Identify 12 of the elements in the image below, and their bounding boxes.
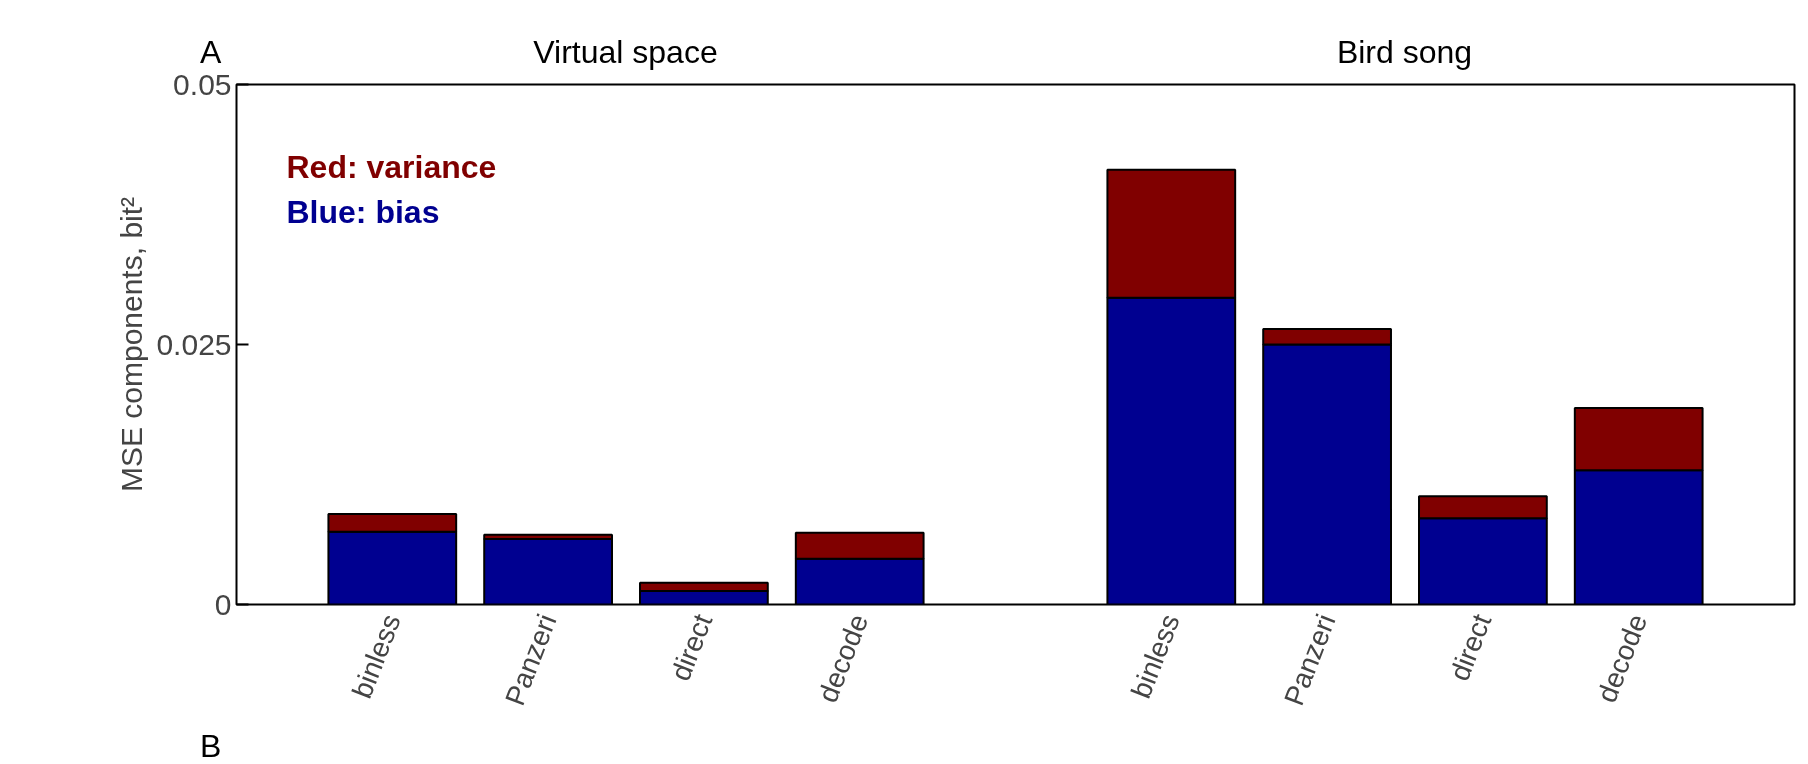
x-tick-label: decode [1590,609,1654,707]
y-axis-title: MSE components, bit² [115,196,149,493]
y-tick-label: 0.025 [156,327,232,361]
x-tick-label: decode [811,609,875,707]
x-tick-label: direct [664,609,719,685]
text: Blue: bias [286,193,440,230]
text: Bird song [1336,33,1473,72]
text: Virtual space [533,33,718,72]
x-tick-label: direct [1443,609,1498,685]
text: B [200,727,222,764]
y-tick-label: 0 [214,587,232,621]
text: Red: variance [286,148,497,185]
